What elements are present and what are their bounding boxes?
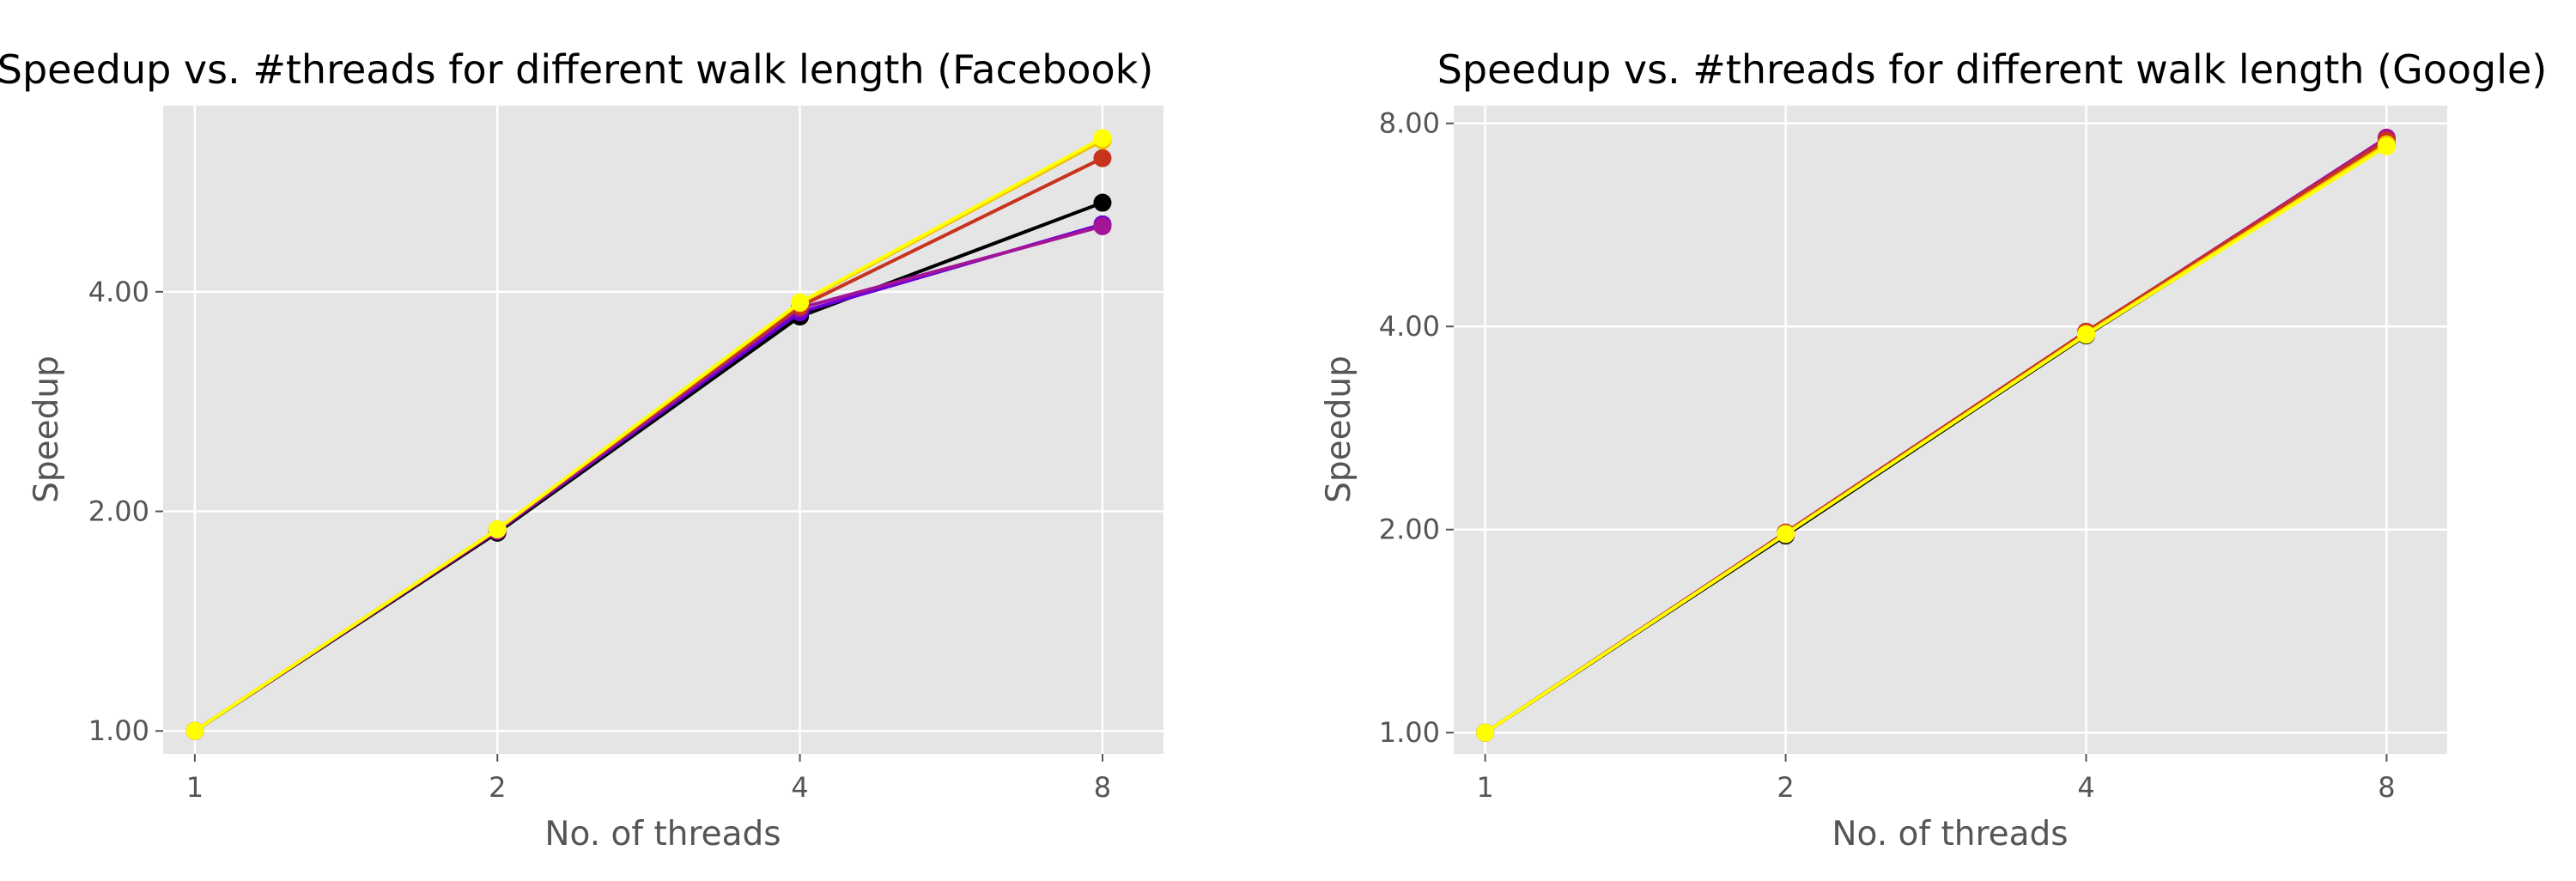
data-point [1093,216,1112,235]
plot-area [163,106,1163,754]
y-tick-label: 2.00 [1379,513,1440,546]
x-tick-label: 1 [186,771,204,804]
data-point [1476,723,1495,742]
data-point [2377,137,2396,155]
x-axis-label: No. of threads [1832,815,2068,854]
data-point [1093,193,1112,212]
data-point [1093,129,1112,148]
y-tick-label: 1.00 [88,714,149,747]
y-tick-label: 4.00 [1379,310,1440,343]
series-lines [185,129,1112,740]
series-lines [1476,128,2396,742]
y-tick-label: 2.00 [88,495,149,528]
chart-google: Speedup vs. #threads for different walk … [1320,46,2547,854]
y-tick-label: 4.00 [88,276,149,308]
grid-lines [1454,106,2447,754]
series-line [193,136,1103,732]
x-tick-label: 8 [2378,771,2395,804]
y-tick-labels: 1.00 2.00 4.00 [88,276,163,747]
y-axis-label: Speedup [27,355,66,503]
x-tick-label: 2 [1777,771,1794,804]
y-tick-label: 1.00 [1379,716,1440,749]
data-point [1777,525,1795,544]
x-tick-labels: 1 2 4 8 [186,754,1111,804]
data-point [1093,149,1112,167]
x-tick-labels: 1 2 4 8 [1476,754,2396,804]
data-point [2077,325,2096,344]
data-point [791,293,810,312]
chart-title: Speedup vs. #threads for different walk … [0,46,1153,93]
data-point [185,721,204,740]
chart-title: Speedup vs. #threads for different walk … [1437,46,2548,93]
y-tick-labels: 1.00 2.00 4.00 8.00 [1379,107,1454,749]
grid-lines [163,106,1163,754]
x-tick-label: 4 [2077,771,2094,804]
y-axis-label: Speedup [1320,355,1358,503]
y-tick-label: 8.00 [1379,107,1440,140]
data-point [488,519,507,538]
x-tick-label: 2 [489,771,506,804]
x-tick-label: 4 [791,771,808,804]
chart-facebook: Speedup vs. #threads for different walk … [0,46,1163,854]
x-axis-label: No. of threads [544,815,781,854]
x-tick-label: 8 [1094,771,1111,804]
series-line [1484,144,2388,734]
x-tick-label: 1 [1476,771,1493,804]
